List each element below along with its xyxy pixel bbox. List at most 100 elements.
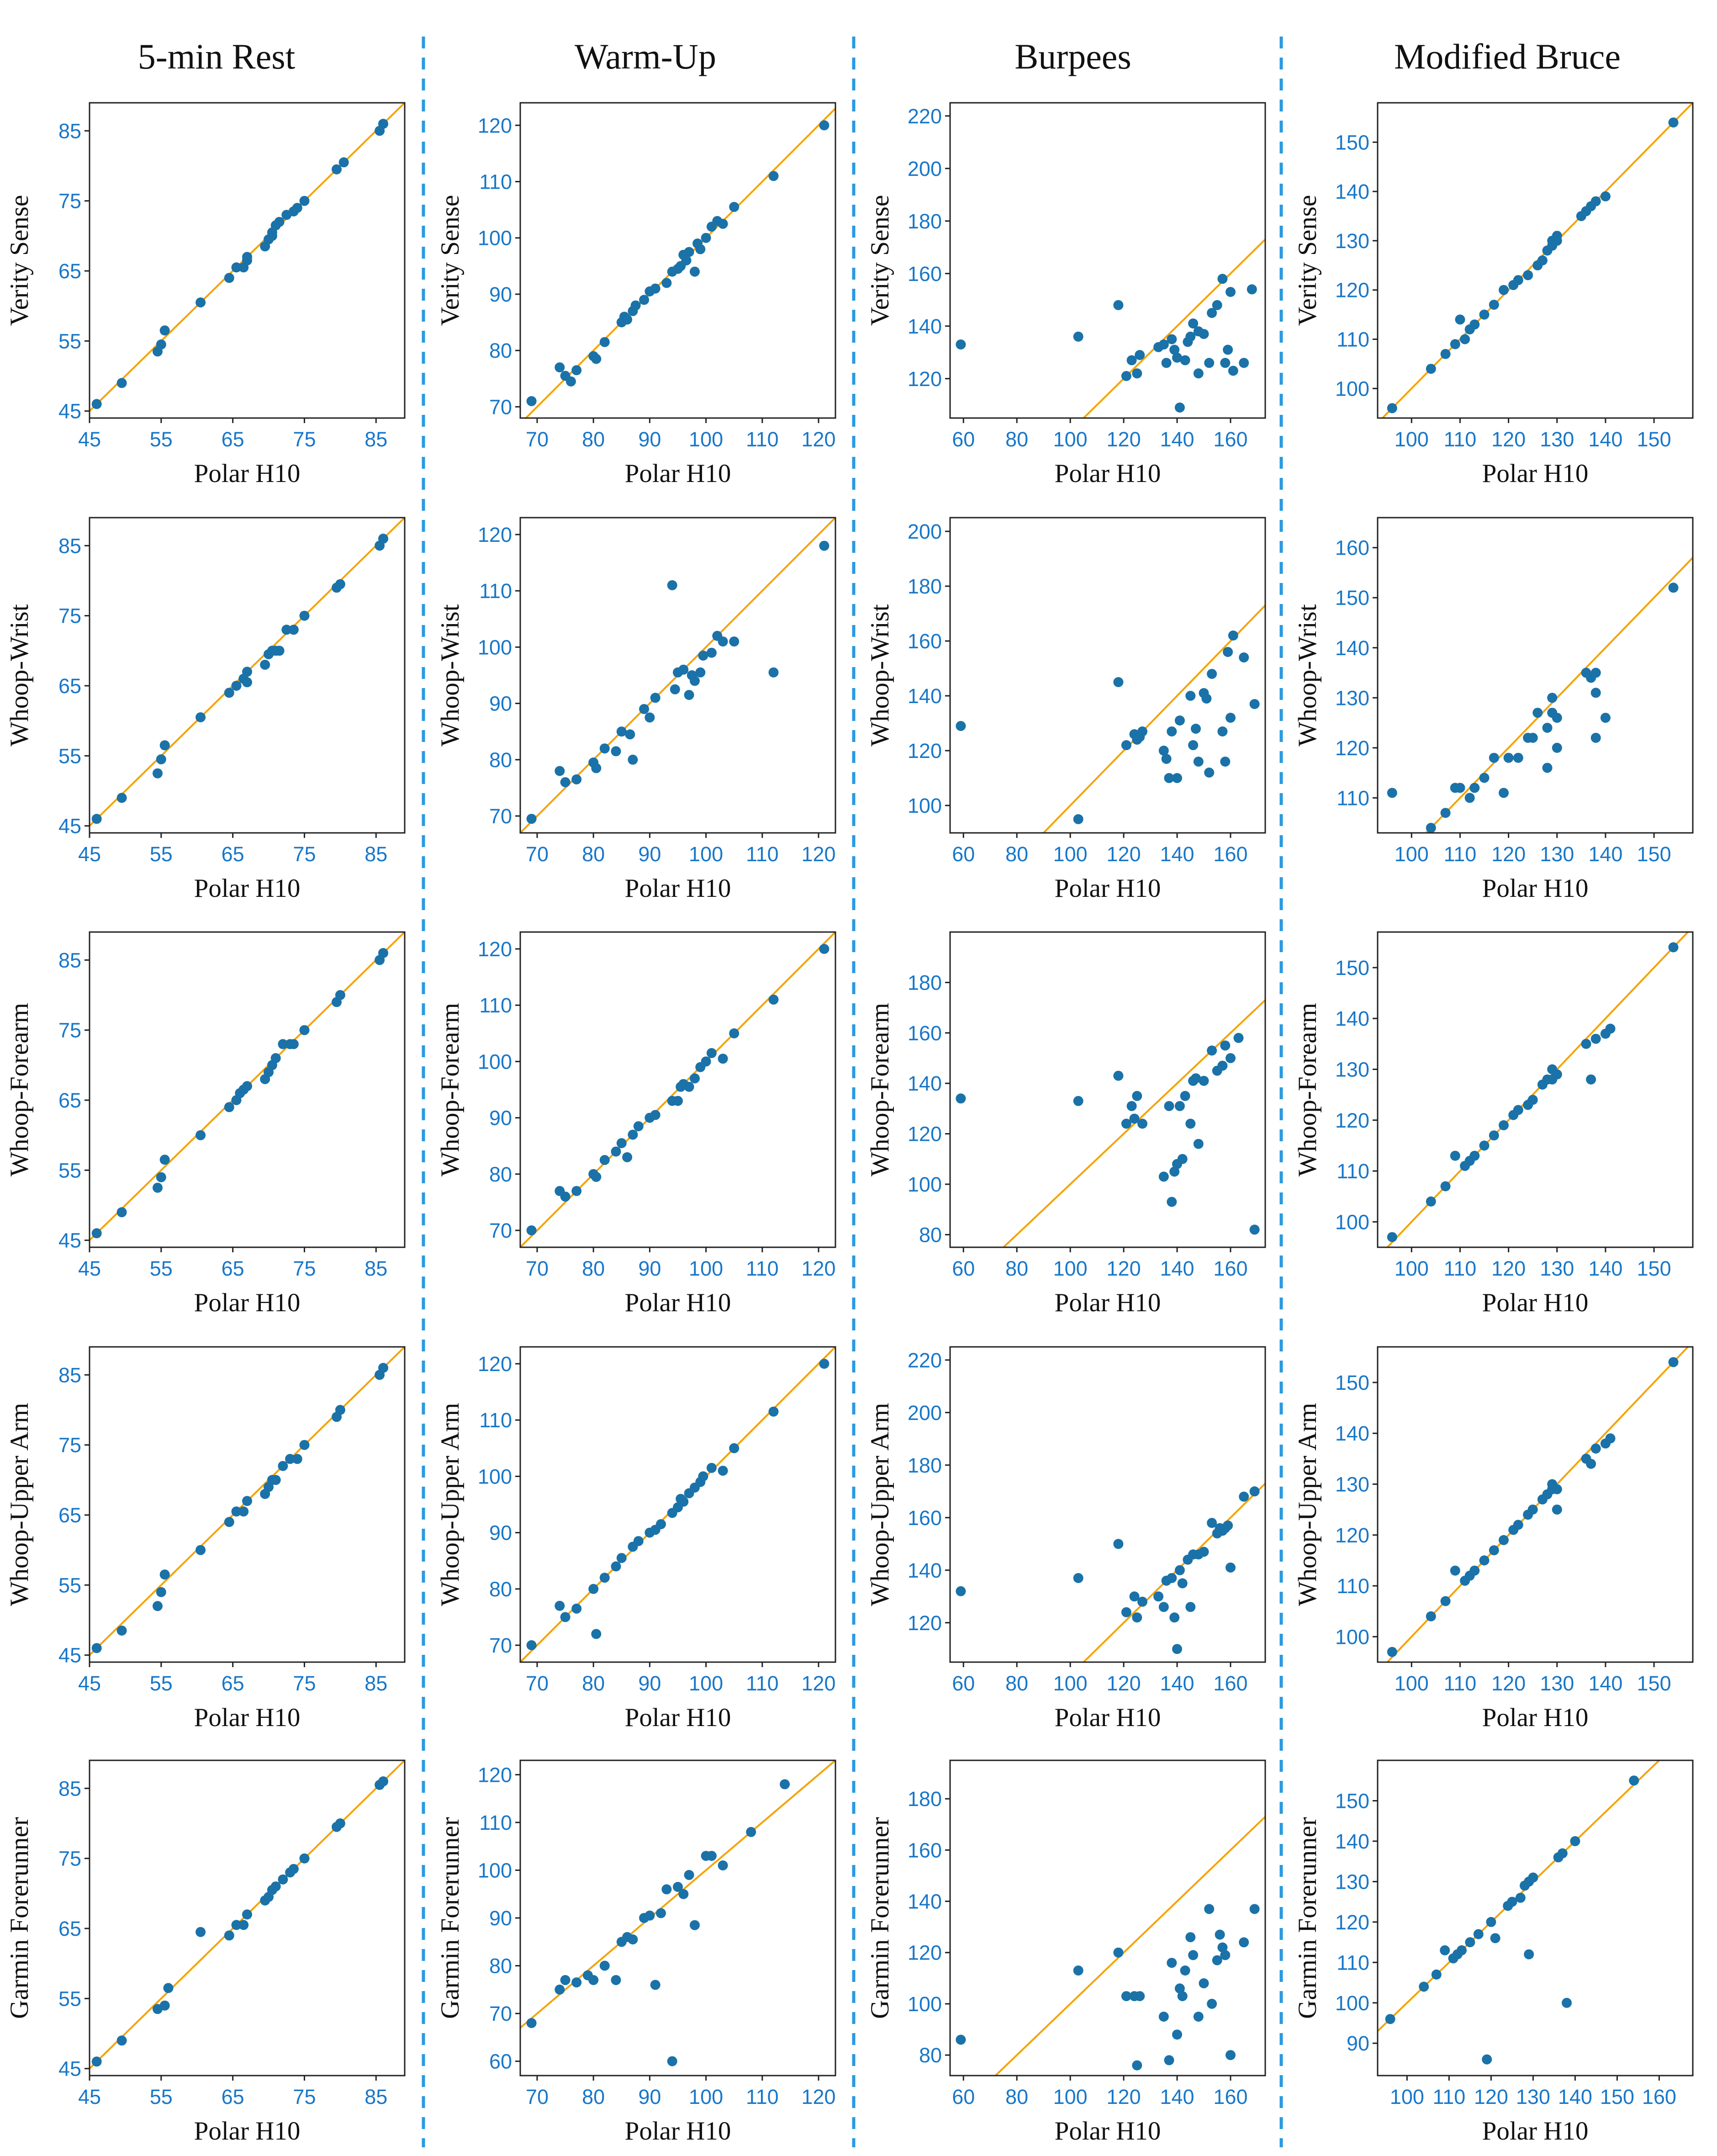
data-point <box>650 283 660 294</box>
data-point <box>560 1192 571 1202</box>
column-title-burpees: Burpees <box>1014 37 1131 76</box>
data-point <box>159 2000 170 2011</box>
data-points <box>1387 942 1679 1242</box>
column-title-warmup: Warm-Up <box>575 37 716 76</box>
data-point <box>1469 319 1480 330</box>
x-tick-label: 110 <box>746 1672 779 1695</box>
y-tick-label: 110 <box>1337 1160 1369 1183</box>
data-point <box>278 1039 288 1049</box>
data-point <box>1426 1611 1436 1621</box>
data-point <box>1169 344 1180 355</box>
x-tick-label: 55 <box>150 1257 173 1280</box>
y-tick-label: 140 <box>908 1890 942 1913</box>
y-tick-label: 130 <box>1335 1870 1369 1893</box>
y-tick-label: 160 <box>908 1022 942 1045</box>
data-point <box>1220 1040 1231 1051</box>
data-point <box>1073 1965 1083 1976</box>
y-axis-label: Whoop-Wrist <box>5 604 34 746</box>
data-point <box>1552 1504 1562 1515</box>
data-point <box>1193 757 1204 767</box>
data-point <box>1073 1096 1083 1106</box>
data-point <box>1469 783 1480 793</box>
data-point <box>661 278 672 288</box>
x-tick-label: 150 <box>1637 842 1671 866</box>
y-tick-label: 140 <box>1335 636 1369 660</box>
data-point <box>681 255 692 265</box>
y-tick-label: 100 <box>478 636 512 659</box>
y-tick-label: 180 <box>908 971 942 994</box>
data-point <box>1562 1997 1572 2008</box>
x-tick-label: 75 <box>293 842 316 866</box>
data-point <box>1450 339 1460 350</box>
y-tick-label: 80 <box>489 339 512 362</box>
data-point <box>231 262 242 273</box>
x-tick-label: 150 <box>1637 1257 1671 1280</box>
y-tick-label: 100 <box>908 1173 942 1196</box>
y-axis-label: Verity Sense <box>436 195 465 326</box>
data-point <box>633 1536 644 1547</box>
x-axis-label: Polar H10 <box>1055 2117 1161 2145</box>
x-tick-label: 80 <box>1005 1672 1028 1695</box>
scatter-panel-rest-whoopupperarm: 45 55 65 75 85 45 55 65 75 85 Polar H10 Whoop-Upper… <box>5 1346 406 1732</box>
plot-frame <box>89 102 406 419</box>
data-point <box>1440 1596 1451 1606</box>
data-point <box>555 1600 565 1611</box>
y-tick-label: 45 <box>58 815 81 838</box>
data-point <box>616 1553 627 1563</box>
identity-line <box>1082 238 1265 418</box>
data-point <box>159 325 170 336</box>
y-tick-label: 160 <box>908 262 942 286</box>
data-point <box>1220 757 1231 767</box>
data-point <box>1199 1547 1209 1557</box>
data-point <box>288 1039 299 1049</box>
data-point <box>768 667 779 678</box>
data-point <box>706 1851 717 1861</box>
data-point <box>156 754 166 764</box>
data-point <box>116 1626 127 1636</box>
scatter-panel-bruce-garmin: 100 110 120 130 140 150 160 90 100 110 120 130 140 15… <box>1293 1759 1694 2145</box>
data-point <box>1586 1459 1596 1469</box>
data-point <box>1486 1917 1496 1927</box>
x-tick-label: 120 <box>1107 842 1141 866</box>
data-point <box>159 1155 170 1165</box>
data-point <box>1524 1949 1534 1960</box>
data-point <box>588 1584 599 1594</box>
y-tick-label: 90 <box>489 1107 512 1130</box>
data-point <box>1552 742 1562 753</box>
data-point <box>270 1881 281 1891</box>
x-tick-label: 80 <box>582 2085 605 2108</box>
x-tick-label: 120 <box>1107 2085 1141 2108</box>
y-tick-label: 45 <box>58 1644 81 1667</box>
x-axis-label: Polar H10 <box>194 1703 301 1732</box>
plot-frame <box>519 102 836 419</box>
y-tick-label: 100 <box>478 1465 512 1488</box>
data-point <box>195 712 206 722</box>
data-point <box>278 1461 288 1471</box>
data-point <box>238 1920 249 1930</box>
x-axis-label: Polar H10 <box>1055 1288 1161 1317</box>
data-point <box>956 1586 966 1596</box>
y-tick-label: 160 <box>1335 536 1369 560</box>
data-point <box>1207 1045 1217 1056</box>
data-point <box>231 681 242 691</box>
data-point <box>1490 1933 1500 1944</box>
plot-frame <box>89 517 406 834</box>
y-axis-label: Garmin Forerunner <box>5 1817 34 2019</box>
data-point <box>1073 814 1083 824</box>
y-tick-label: 45 <box>58 2057 81 2081</box>
x-tick-label: 150 <box>1600 2085 1634 2108</box>
data-point <box>588 1975 599 1985</box>
data-point <box>1513 1105 1523 1115</box>
data-point <box>1479 1140 1490 1151</box>
data-point <box>1132 1612 1142 1623</box>
data-point <box>156 1172 166 1182</box>
x-tick-label: 120 <box>801 842 835 866</box>
data-point <box>1113 1539 1124 1549</box>
data-point <box>231 1920 242 1930</box>
data-point <box>684 1081 694 1092</box>
y-axis-label: Whoop-Upper Arm <box>866 1403 894 1606</box>
data-point <box>1239 1937 1249 1948</box>
data-point <box>1121 740 1131 750</box>
data-point <box>1174 403 1185 413</box>
x-tick-label: 100 <box>689 1257 723 1280</box>
